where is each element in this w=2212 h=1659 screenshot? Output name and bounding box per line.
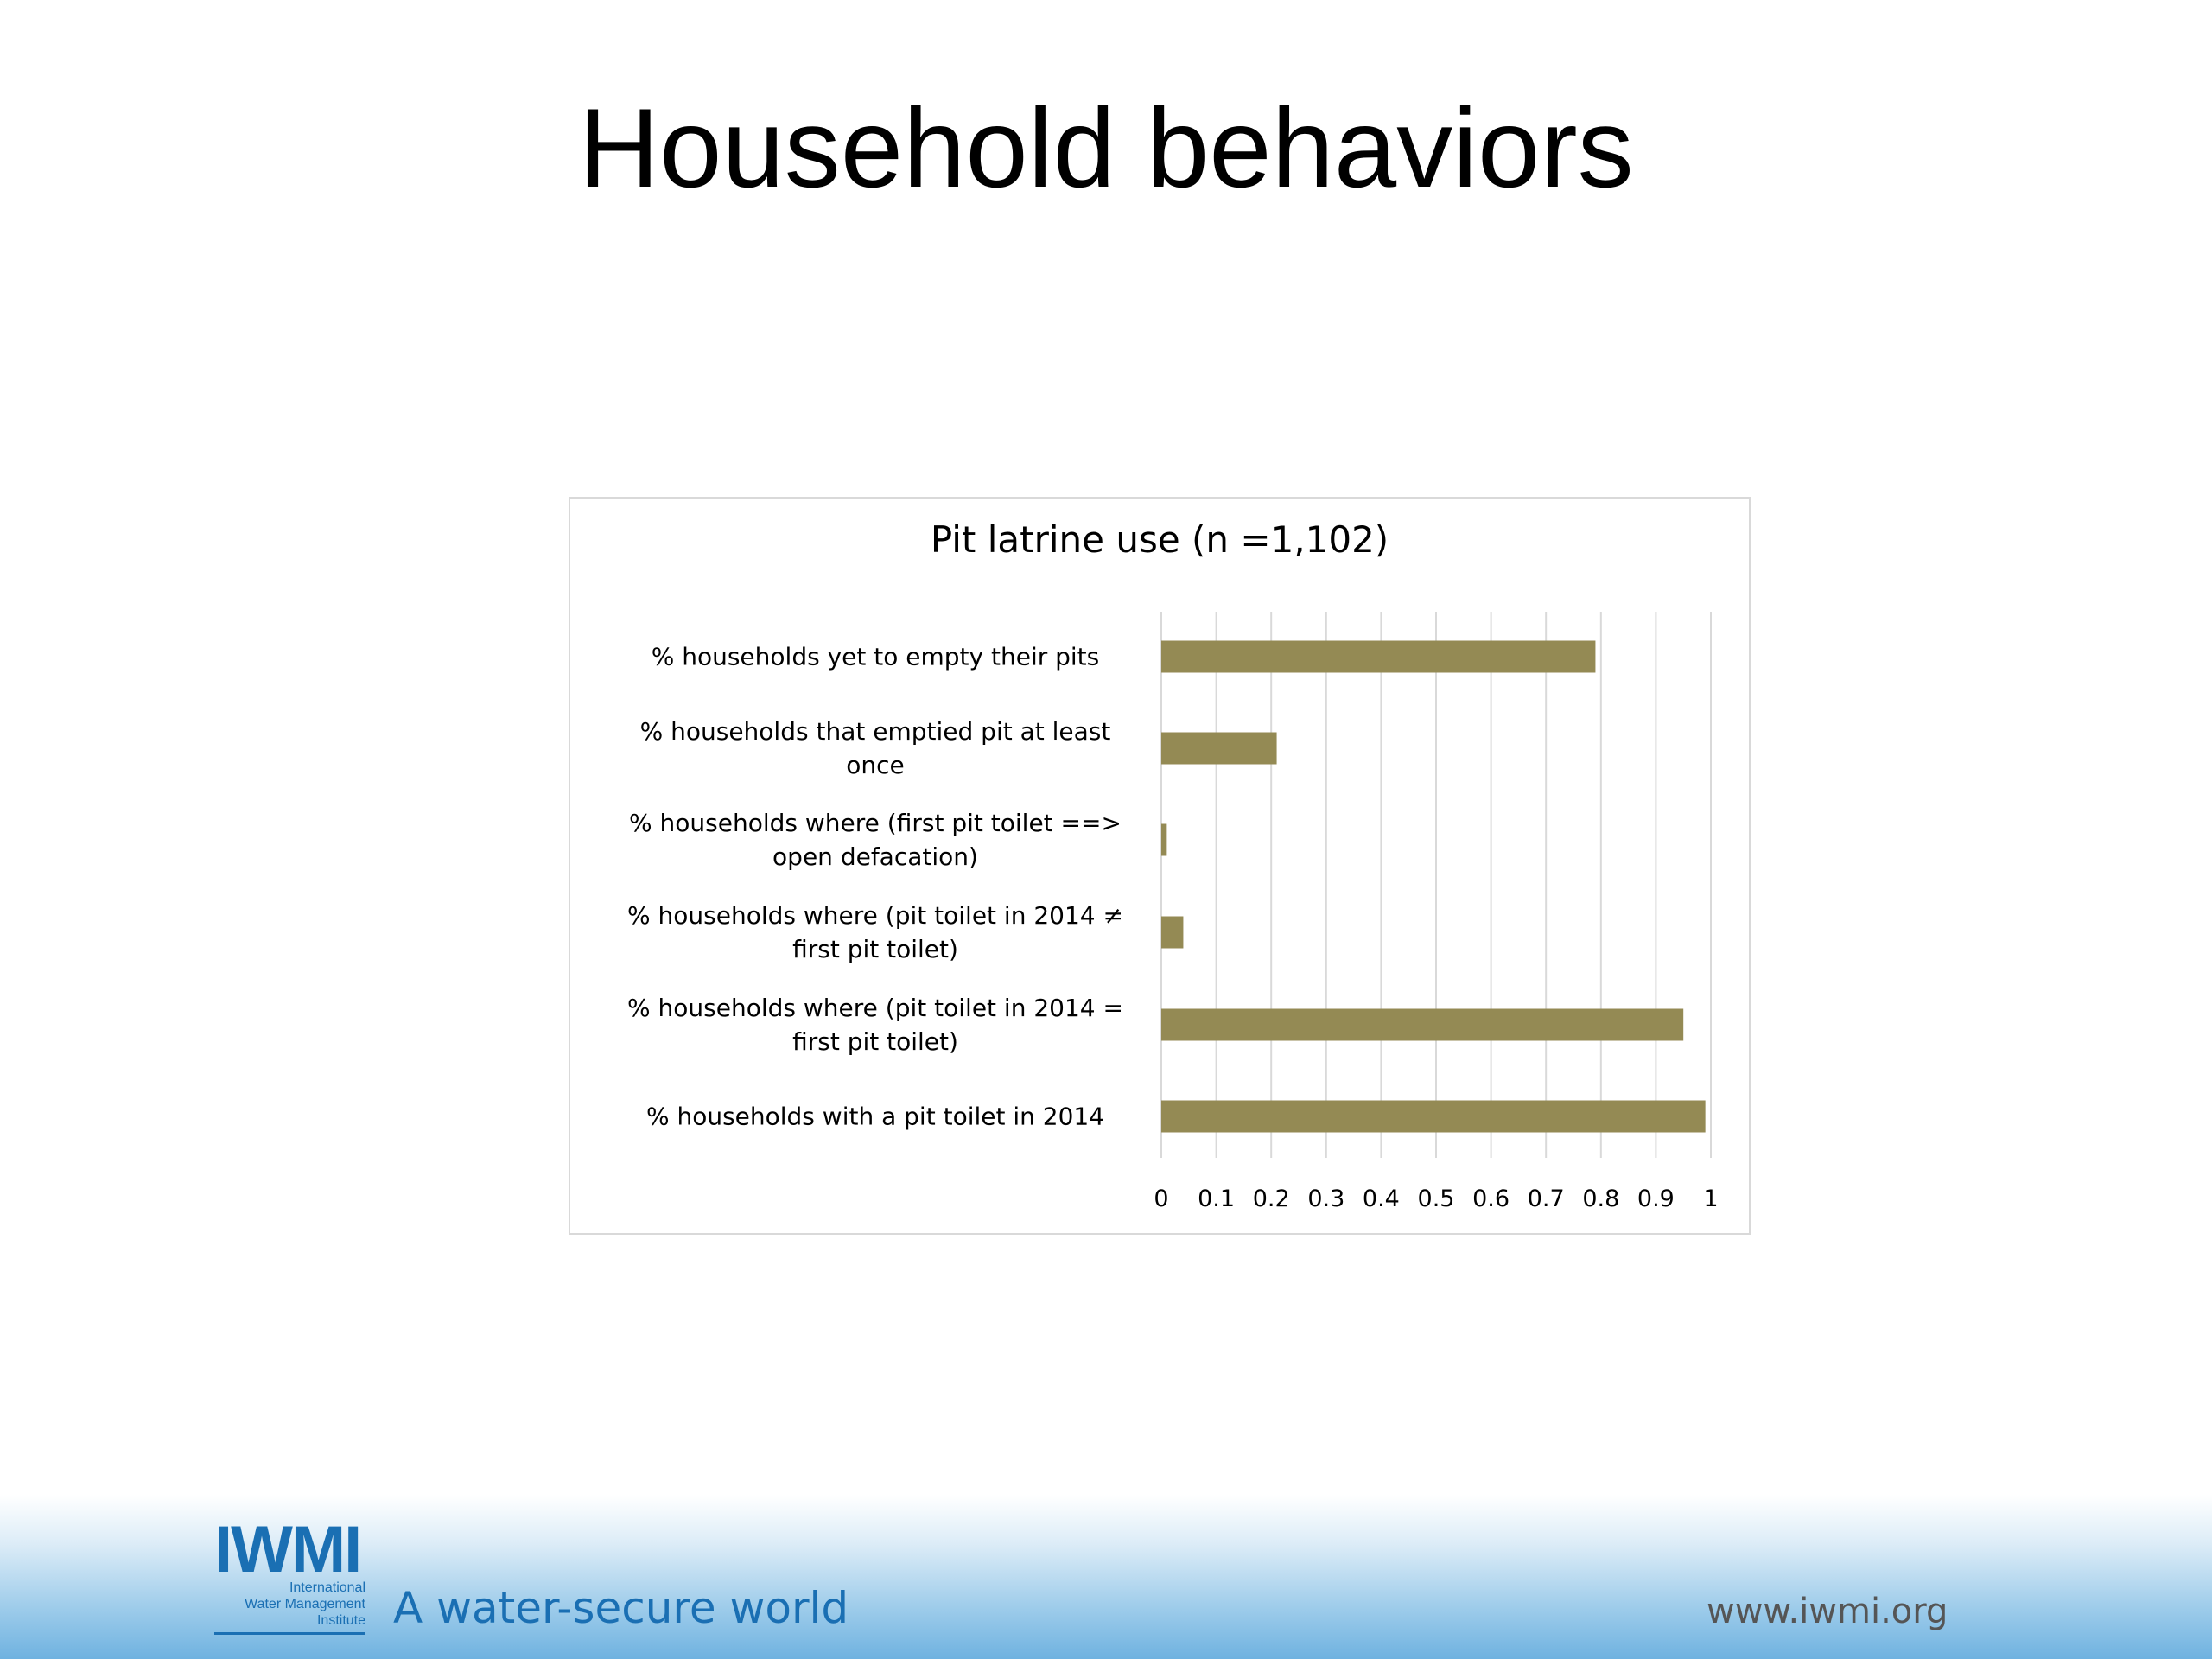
x-tick-label: 0	[1154, 1185, 1168, 1212]
bar	[1161, 1008, 1684, 1041]
x-tick-label: 0.9	[1637, 1185, 1675, 1212]
category-label: % households yet to empty their pits	[651, 642, 1100, 671]
website-link[interactable]: www.iwmi.org	[1707, 1592, 1948, 1631]
logo-mark: IWMI	[214, 1513, 362, 1586]
bar	[1161, 916, 1184, 949]
category-label: % households with a pit toilet in 2014	[645, 1102, 1105, 1131]
logo-sub-line: International	[289, 1580, 365, 1595]
bar	[1161, 732, 1277, 765]
logo-subtitle: International Water Management Institute	[214, 1580, 365, 1635]
x-tick-label: 0.1	[1198, 1185, 1235, 1212]
x-tick-label: 0.4	[1363, 1185, 1400, 1212]
chart-title: Pit latrine use (n =1,102)	[930, 518, 1389, 561]
tagline: A water-secure world	[393, 1583, 849, 1633]
iwmi-logo: IWMI International Water Management Inst…	[214, 1513, 365, 1635]
x-tick-label: 0.6	[1472, 1185, 1510, 1212]
x-tick-label: 0.7	[1528, 1185, 1565, 1212]
logo-sub-line: Institute	[316, 1613, 365, 1628]
bar	[1161, 640, 1596, 673]
bar	[1161, 1100, 1706, 1133]
slide-title: Household behaviors	[578, 85, 1634, 211]
category-label: % households that emptied pit at least o…	[639, 717, 1111, 779]
footer-band	[0, 1495, 2212, 1659]
x-tick-label: 1	[1703, 1185, 1718, 1212]
x-tick-label: 0.2	[1253, 1185, 1290, 1212]
logo-sub-line: Water Management	[245, 1597, 365, 1611]
category-label: % households where (pit toilet in 2014 =…	[627, 994, 1123, 1056]
x-tick-label: 0.8	[1582, 1185, 1619, 1212]
x-tick-label: 0.5	[1418, 1185, 1455, 1212]
bar	[1161, 823, 1167, 856]
x-tick-label: 0.3	[1307, 1185, 1344, 1212]
category-label: % households where (pit toilet in 2014 ≠…	[627, 901, 1123, 963]
category-label: % households where (first pit toilet ==>…	[629, 809, 1122, 871]
